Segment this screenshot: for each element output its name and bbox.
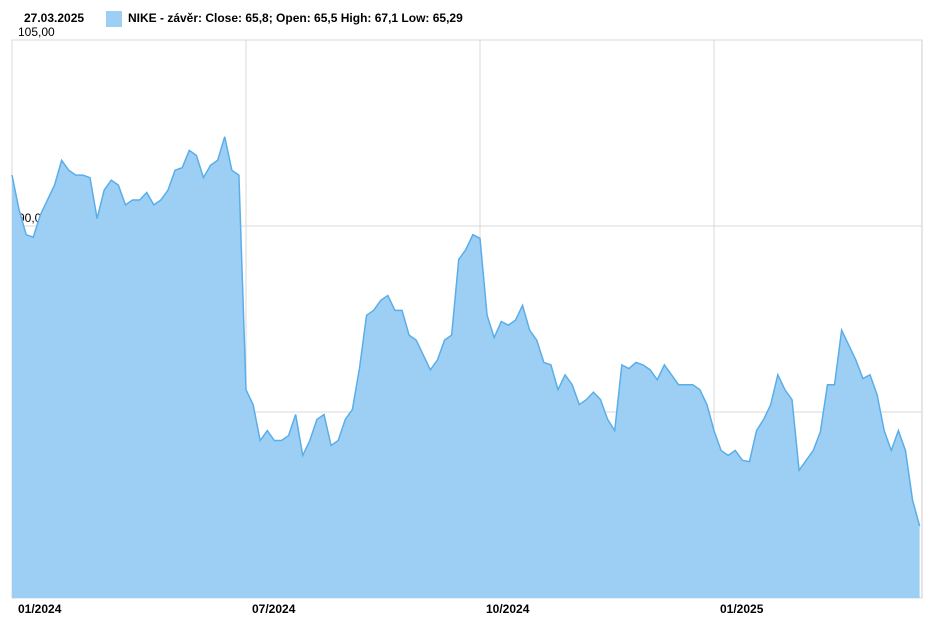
x-tick-label: 01/2025 [720,602,764,616]
x-tick-label: 10/2024 [486,602,530,616]
x-tick-label: 07/2024 [252,602,296,616]
legend-label: NIKE - závěr: Close: 65,8; Open: 65,5 Hi… [128,11,463,25]
y-tick-label: 105,00 [18,25,55,39]
legend-swatch [106,11,122,27]
area [12,136,920,598]
line [11,136,921,527]
date-label: 27.03.2025 [24,11,84,25]
x-tick-label: 01/2024 [18,602,62,616]
